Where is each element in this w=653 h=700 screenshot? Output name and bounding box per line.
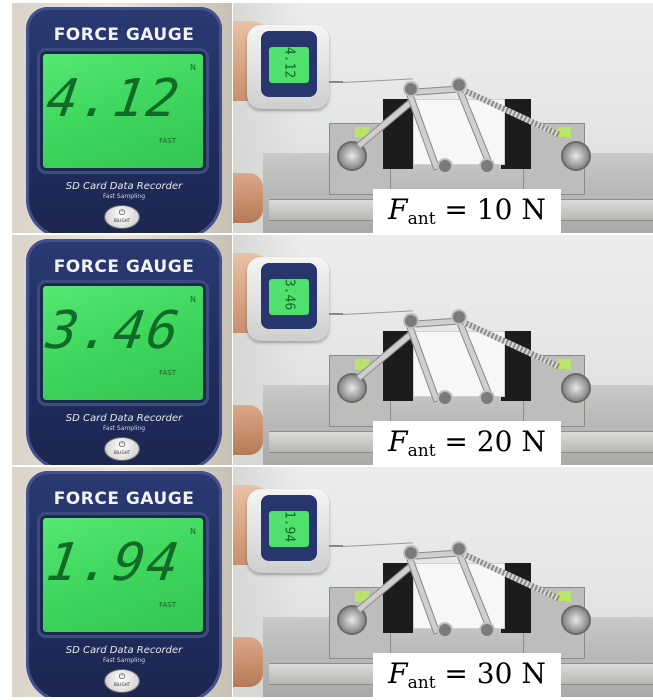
mini-reading: 4.12 (281, 46, 297, 79)
power-icon: ⏻ (118, 208, 126, 217)
lcd-reading: 1.94 (42, 533, 185, 593)
test-rig-photo: 4.12 Fant = 10 N (233, 3, 653, 233)
lcd-mode: FAST (159, 601, 176, 609)
gauge-shaft (329, 545, 343, 547)
backlight-label: B/LIGHT (113, 218, 131, 223)
gauge-subtitle-2: Fast Sampling (102, 657, 146, 664)
photo-row-2: FORCE GAUGE N 3.46 FAST SD Card Data Rec… (0, 235, 653, 465)
force-value: = 30 N (435, 657, 546, 690)
mini-reading: 1.94 (281, 510, 297, 543)
force-label-text: Fant = 20 N (388, 425, 546, 461)
pulley-right (561, 605, 591, 635)
green-tag-left (355, 591, 369, 601)
backlight-button: ⏻ B/LIGHT (104, 205, 140, 229)
pivot-joint (437, 158, 453, 174)
mini-gauge-face: 3.46 (261, 263, 317, 329)
gauge-body: FORCE GAUGE N 3.46 FAST SD Card Data Rec… (26, 239, 222, 465)
gauge-shaft (329, 313, 343, 315)
pulley-right (561, 141, 591, 171)
force-gauge-closeup: FORCE GAUGE N 4.12 FAST SD Card Data Rec… (12, 3, 232, 233)
hand-lower (233, 637, 263, 687)
pivot-joint (479, 158, 495, 174)
backlight-label: B/LIGHT (113, 450, 131, 455)
gauge-subtitle: SD Card Data Recorder (65, 413, 183, 424)
gauge-brand: FORCE GAUGE (53, 489, 195, 509)
photo-row-3: FORCE GAUGE N 1.94 FAST SD Card Data Rec… (0, 467, 653, 697)
pivot-joint (451, 77, 467, 93)
lcd-display: N 3.46 FAST (40, 283, 206, 403)
lcd-unit: N (190, 527, 196, 536)
pivot-joint (479, 390, 495, 406)
force-label: Fant = 10 N (373, 189, 561, 233)
force-var: F (388, 193, 408, 226)
gauge-brand: FORCE GAUGE (53, 25, 195, 45)
green-tag-left (355, 127, 369, 137)
tether-wire (342, 78, 413, 83)
gauge-subtitle: SD Card Data Recorder (65, 181, 183, 192)
pivot-joint (403, 545, 419, 561)
force-value: = 20 N (435, 425, 546, 458)
backlight-label: B/LIGHT (113, 682, 131, 687)
lcd-mode: FAST (159, 137, 176, 145)
lcd-display: N 4.12 FAST (40, 51, 206, 171)
pivot-joint (479, 622, 495, 638)
force-label-text: Fant = 30 N (388, 657, 546, 693)
gauge-subtitle: SD Card Data Recorder (65, 645, 183, 656)
green-tag-right (557, 591, 571, 601)
gauge-subtitle-2: Fast Sampling (102, 425, 146, 432)
lcd-reading: 3.46 (42, 301, 185, 361)
mini-gauge-face: 4.12 (261, 31, 317, 97)
backlight-button: ⏻ B/LIGHT (104, 437, 140, 461)
force-subscript: ant (407, 441, 436, 461)
pivot-joint (437, 390, 453, 406)
test-rig-photo: 1.94 Fant = 30 N (233, 467, 653, 697)
force-subscript: ant (407, 209, 436, 229)
gauge-body: FORCE GAUGE N 4.12 FAST SD Card Data Rec… (26, 7, 222, 233)
green-tag-left (355, 359, 369, 369)
tether-wire (342, 310, 413, 315)
force-var: F (388, 657, 408, 690)
photo-row-1: FORCE GAUGE N 4.12 FAST SD Card Data Rec… (0, 3, 653, 233)
mini-lcd: 3.46 (269, 279, 309, 315)
backlight-button: ⏻ B/LIGHT (104, 669, 140, 693)
force-gauge-closeup: FORCE GAUGE N 3.46 FAST SD Card Data Rec… (12, 235, 232, 465)
tether-wire (342, 542, 413, 547)
handheld-force-gauge: 3.46 (247, 257, 329, 341)
handheld-force-gauge: 1.94 (247, 489, 329, 573)
green-tag-right (557, 127, 571, 137)
force-label-text: Fant = 10 N (388, 193, 546, 229)
mini-lcd: 4.12 (269, 47, 309, 83)
lcd-mode: FAST (159, 369, 176, 377)
pivot-joint (403, 81, 419, 97)
lcd-display: N 1.94 FAST (40, 515, 206, 635)
lcd-reading: 4.12 (42, 69, 185, 129)
pivot-joint (437, 622, 453, 638)
pivot-joint (451, 541, 467, 557)
handheld-force-gauge: 4.12 (247, 25, 329, 109)
gauge-shaft (329, 81, 343, 83)
force-subscript: ant (407, 673, 436, 693)
lcd-unit: N (190, 63, 196, 72)
mini-gauge-face: 1.94 (261, 495, 317, 561)
force-label: Fant = 20 N (373, 421, 561, 465)
gauge-brand: FORCE GAUGE (53, 257, 195, 277)
gauge-subtitle-2: Fast Sampling (102, 193, 146, 200)
lcd-unit: N (190, 295, 196, 304)
power-icon: ⏻ (118, 440, 126, 449)
pivot-joint (403, 313, 419, 329)
pulley-right (561, 373, 591, 403)
green-tag-right (557, 359, 571, 369)
hand-lower (233, 173, 263, 223)
force-label: Fant = 30 N (373, 653, 561, 697)
pivot-joint (451, 309, 467, 325)
test-rig-photo: 3.46 Fant = 20 N (233, 235, 653, 465)
force-value: = 10 N (435, 193, 546, 226)
mini-reading: 3.46 (281, 278, 297, 311)
force-var: F (388, 425, 408, 458)
power-icon: ⏻ (118, 672, 126, 681)
hand-lower (233, 405, 263, 455)
mini-lcd: 1.94 (269, 511, 309, 547)
force-gauge-closeup: FORCE GAUGE N 1.94 FAST SD Card Data Rec… (12, 467, 232, 697)
gauge-body: FORCE GAUGE N 1.94 FAST SD Card Data Rec… (26, 471, 222, 697)
